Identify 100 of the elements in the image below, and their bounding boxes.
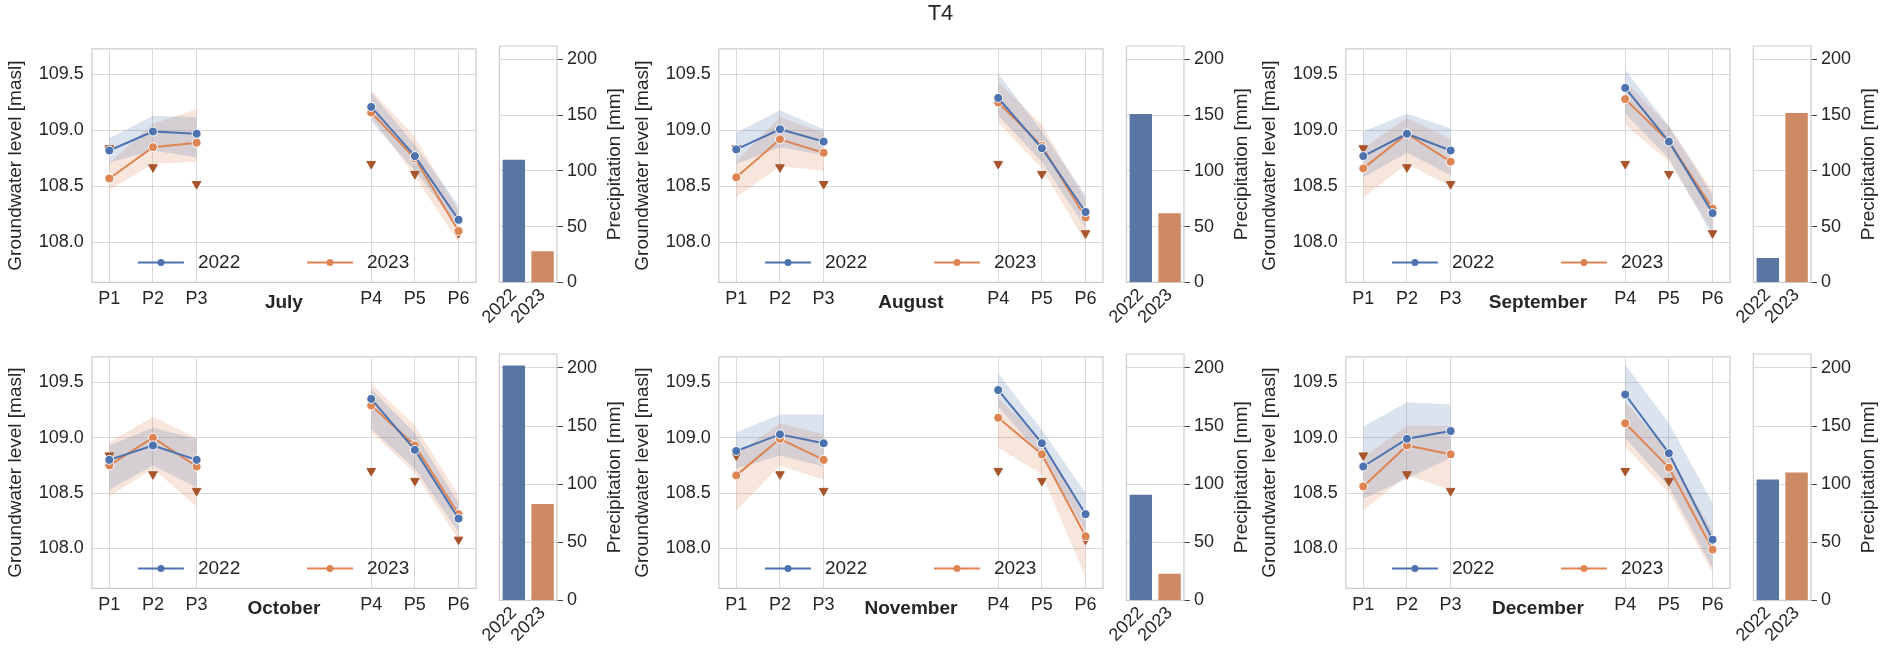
legend-label: 2023 xyxy=(1620,556,1664,578)
x-tick-label: P3 xyxy=(185,594,208,615)
x-tick-label: P6 xyxy=(447,594,470,615)
y-axis-title: Groundwater level [masl] xyxy=(1257,367,1279,578)
y-tick-label: 109.0 xyxy=(38,426,84,447)
y-tick-label: 200 xyxy=(1193,356,1225,377)
y-tick-label: 109.0 xyxy=(1292,119,1338,140)
x-tick-label: P1 xyxy=(98,288,121,309)
x-tick-label: P6 xyxy=(1074,288,1097,309)
y-tick-label: 108.0 xyxy=(38,537,84,558)
y-tick-label: 109.5 xyxy=(665,371,711,392)
x-tick-label: P3 xyxy=(812,288,835,309)
legend-label: 2022 xyxy=(197,556,241,578)
x-tick-label: P3 xyxy=(1439,288,1462,309)
y-tick-label: 108.0 xyxy=(665,231,711,252)
y-tick-label: 200 xyxy=(566,356,598,377)
y-tick-label: 50 xyxy=(566,531,587,552)
y-tick-label: 0 xyxy=(1820,589,1831,610)
y-tick-label: 109.5 xyxy=(38,63,84,84)
y-tick-label: 150 xyxy=(566,104,598,125)
x-axis-title: October xyxy=(247,597,321,619)
y-tick-label: 200 xyxy=(1820,356,1852,377)
x-tick-label: P2 xyxy=(141,594,164,615)
x-tick-label: P2 xyxy=(141,288,164,309)
y-tick-label: 108.5 xyxy=(665,482,711,503)
y-tick-label: 108.0 xyxy=(665,537,711,558)
x-tick-label: P1 xyxy=(1352,594,1375,615)
x-tick-label: P2 xyxy=(768,288,791,309)
y-tick-label: 150 xyxy=(566,415,598,436)
y-tick-label: 0 xyxy=(566,271,577,292)
y-tick-label: 0 xyxy=(1193,589,1204,610)
y-tick-label: 109.0 xyxy=(665,119,711,140)
x-tick-label: P6 xyxy=(1701,288,1724,309)
y-tick-label: 0 xyxy=(1193,271,1204,292)
x-tick-label: P1 xyxy=(725,288,748,309)
y-tick-label: 109.5 xyxy=(38,371,84,392)
x-tick-label: P6 xyxy=(1074,594,1097,615)
x-tick-label: P2 xyxy=(768,594,791,615)
y-axis-title: Precipitation [mm] xyxy=(603,88,625,241)
x-tick-label: P3 xyxy=(1439,594,1462,615)
y-tick-label: 109.5 xyxy=(665,63,711,84)
y-tick-label: 109.0 xyxy=(38,119,84,140)
legend-label: 2022 xyxy=(824,556,868,578)
y-tick-label: 108.5 xyxy=(38,482,84,503)
x-tick-label: P5 xyxy=(1657,288,1680,309)
x-tick-label: P3 xyxy=(812,594,835,615)
x-tick-label: P6 xyxy=(447,288,470,309)
x-tick-label: P4 xyxy=(987,594,1010,615)
y-axis-title: Precipitation [mm] xyxy=(603,401,625,554)
y-axis-title: Groundwater level [masl] xyxy=(630,60,652,271)
y-tick-label: 109.0 xyxy=(665,426,711,447)
legend-label: 2022 xyxy=(197,250,241,272)
x-tick-label: P3 xyxy=(185,288,208,309)
x-tick-label: P4 xyxy=(360,594,383,615)
x-tick-label: P5 xyxy=(1030,594,1053,615)
x-tick-label: P4 xyxy=(987,288,1010,309)
legend-label: 2023 xyxy=(1620,250,1664,272)
y-tick-label: 50 xyxy=(1193,531,1214,552)
y-tick-label: 100 xyxy=(1820,473,1852,494)
legend-label: 2023 xyxy=(993,250,1037,272)
y-tick-label: 108.5 xyxy=(38,175,84,196)
y-tick-label: 108.5 xyxy=(665,175,711,196)
y-tick-label: 108.0 xyxy=(1292,537,1338,558)
y-tick-label: 100 xyxy=(1193,159,1225,180)
x-axis-title: December xyxy=(1491,597,1585,619)
legend-label: 2023 xyxy=(993,556,1037,578)
x-tick-label: P1 xyxy=(725,594,748,615)
y-tick-label: 108.0 xyxy=(1292,231,1338,252)
legend-label: 2022 xyxy=(824,250,868,272)
x-axis-title: August xyxy=(878,291,945,313)
y-tick-label: 100 xyxy=(1193,473,1225,494)
y-axis-title: Precipitation [mm] xyxy=(1230,401,1252,554)
y-tick-label: 50 xyxy=(566,215,587,236)
y-tick-label: 150 xyxy=(1193,415,1225,436)
y-axis-title: Precipitation [mm] xyxy=(1230,88,1252,241)
y-tick-label: 200 xyxy=(566,48,598,69)
x-tick-label: P5 xyxy=(1030,288,1053,309)
x-tick-label: P1 xyxy=(1352,288,1375,309)
y-axis-title: Groundwater level [masl] xyxy=(630,367,652,578)
y-axis-title: Precipitation [mm] xyxy=(1857,88,1879,241)
y-tick-label: 0 xyxy=(1820,271,1831,292)
y-tick-label: 100 xyxy=(566,159,598,180)
y-tick-label: 108.5 xyxy=(1292,482,1338,503)
x-axis-title: September xyxy=(1488,291,1588,313)
x-axis-title: July xyxy=(264,291,304,313)
x-tick-label: P5 xyxy=(403,594,426,615)
y-axis-title: Groundwater level [masl] xyxy=(3,367,25,578)
x-tick-label: P2 xyxy=(1395,594,1418,615)
legend-label: 2023 xyxy=(366,556,410,578)
x-tick-label: P5 xyxy=(1657,594,1680,615)
y-tick-label: 100 xyxy=(1820,159,1852,180)
chart-title: T4 xyxy=(926,0,955,26)
x-tick-label: P4 xyxy=(1614,594,1637,615)
y-tick-label: 50 xyxy=(1820,531,1841,552)
x-tick-label: P1 xyxy=(98,594,121,615)
y-tick-label: 50 xyxy=(1820,215,1841,236)
legend-label: 2022 xyxy=(1451,556,1495,578)
y-tick-label: 109.5 xyxy=(1292,371,1338,392)
y-tick-label: 108.5 xyxy=(1292,175,1338,196)
y-tick-label: 109.5 xyxy=(1292,63,1338,84)
